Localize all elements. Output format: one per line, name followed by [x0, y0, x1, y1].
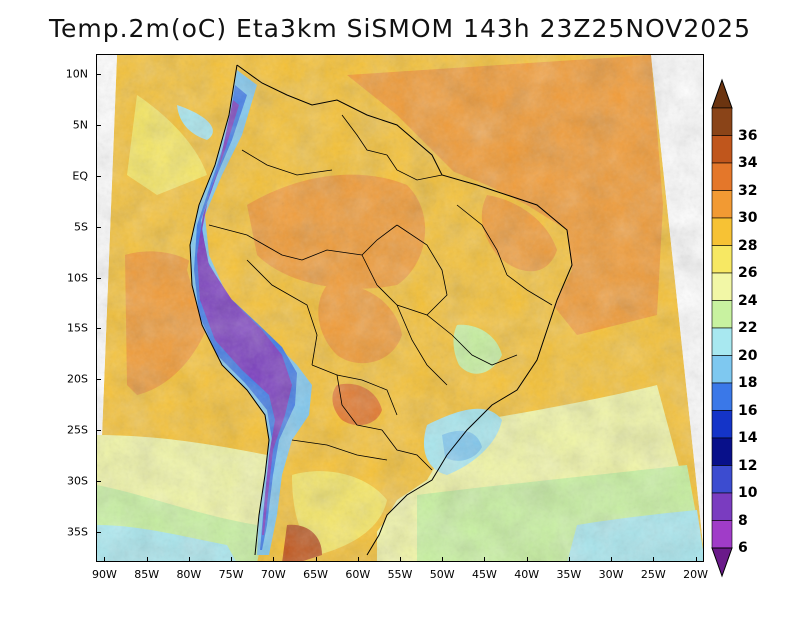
colorbar-swatch: [711, 327, 733, 356]
map-frame: [96, 54, 704, 562]
lat-label: 10N: [65, 67, 88, 81]
colorbar-swatch: [711, 355, 733, 384]
colorbar-label: 8: [738, 512, 748, 529]
colorbar-label: 16: [738, 402, 758, 419]
lat-tick: [96, 277, 101, 279]
lat-tick: [96, 74, 101, 76]
lon-label: 80W: [176, 568, 202, 581]
lon-tick: [568, 557, 570, 562]
lat-label: 5S: [74, 220, 88, 234]
lon-tick: [231, 557, 233, 562]
lon-tick: [653, 557, 655, 562]
lat-label: 20S: [67, 372, 88, 386]
colorbar-swatch: [711, 190, 733, 219]
colorbar-swatch: [711, 492, 733, 521]
colorbar-label: 12: [738, 457, 758, 474]
colorbar-swatch: [711, 245, 733, 274]
colorbar-label: 26: [738, 265, 758, 281]
lon-label: 60W: [345, 568, 371, 581]
country-borders: [208, 114, 553, 471]
colorbar-label: 6: [738, 540, 748, 556]
colorbar-label: 22: [738, 320, 758, 336]
lon-label: 30W: [598, 568, 624, 581]
colorbar-top-arrow: [711, 78, 733, 109]
lat-tick: [96, 226, 101, 228]
lat-label: 30S: [67, 474, 88, 488]
lat-tick: [96, 125, 101, 127]
lon-label: 90W: [92, 568, 117, 581]
lon-label: 35W: [556, 568, 582, 581]
colorbar-swatch: [711, 465, 733, 494]
lon-tick: [357, 557, 359, 562]
lon-label: 50W: [429, 568, 455, 581]
colorbar-swatch: [711, 437, 733, 466]
colorbar-label: 34: [738, 155, 758, 171]
lat-tick: [96, 328, 101, 330]
colorbar-swatch: [711, 135, 733, 164]
pacific-coastline: [189, 64, 270, 556]
colorbar-swatch: [711, 410, 733, 439]
lat-label: 5N: [72, 118, 88, 132]
lon-tick: [526, 557, 528, 562]
colorbar-swatch: [711, 272, 733, 301]
colorbar-swatch: [711, 300, 733, 329]
lon-label: 25W: [640, 568, 666, 581]
colorbar-label: 28: [738, 237, 758, 254]
lat-tick: [96, 379, 101, 381]
lon-tick: [104, 557, 106, 562]
lat-label: 25S: [67, 423, 88, 437]
lon-tick: [315, 557, 317, 562]
lon-label: 65W: [303, 568, 328, 581]
colorbar-label: 10: [738, 485, 758, 501]
colorbar-bottom-arrow: [711, 547, 733, 578]
lon-tick: [188, 557, 190, 562]
map-title: Temp.2m(oC) Eta3km SiSMOM 143h 23Z25NOV2…: [48, 14, 751, 43]
lon-label: 40W: [514, 568, 540, 581]
colorbar: [711, 78, 733, 578]
colorbar-swatch: [711, 520, 733, 549]
lon-label: 75W: [218, 568, 244, 581]
colorbar-label: 24: [738, 292, 758, 309]
colorbar-swatch: [711, 107, 733, 136]
colorbar-swatch: [711, 162, 733, 191]
lat-label: 35S: [67, 525, 88, 539]
lon-tick: [442, 557, 444, 562]
lat-label: 10S: [67, 271, 88, 285]
colorbar-label: 20: [738, 347, 758, 364]
lat-label: EQ: [72, 169, 88, 183]
lon-label: 20W: [683, 568, 708, 581]
colorbar-swatch: [711, 217, 733, 246]
lat-label: 15S: [67, 321, 88, 335]
lon-tick: [611, 557, 613, 562]
coastline: [236, 64, 573, 556]
lat-tick: [96, 480, 101, 482]
lon-tick: [695, 557, 697, 562]
colorbar-label: 32: [738, 182, 758, 199]
lon-label: 45W: [472, 568, 497, 581]
colorbar-label: 36: [738, 127, 758, 144]
colorbar-label: 14: [738, 430, 758, 446]
colorbar-label: 30: [738, 210, 758, 226]
lon-tick: [484, 557, 486, 562]
lon-label: 85W: [134, 568, 160, 581]
lat-tick: [96, 531, 101, 533]
lon-tick: [146, 557, 148, 562]
lat-tick: [96, 429, 101, 431]
lon-tick: [273, 557, 275, 562]
colorbar-swatch: [711, 382, 733, 411]
lat-tick: [96, 175, 101, 177]
temperature-map: [97, 55, 703, 561]
lon-label: 70W: [260, 568, 286, 581]
colorbar-label: 18: [738, 375, 758, 391]
texture-grain: [97, 55, 703, 561]
lon-tick: [400, 557, 401, 562]
lon-label: 55W: [387, 568, 413, 581]
